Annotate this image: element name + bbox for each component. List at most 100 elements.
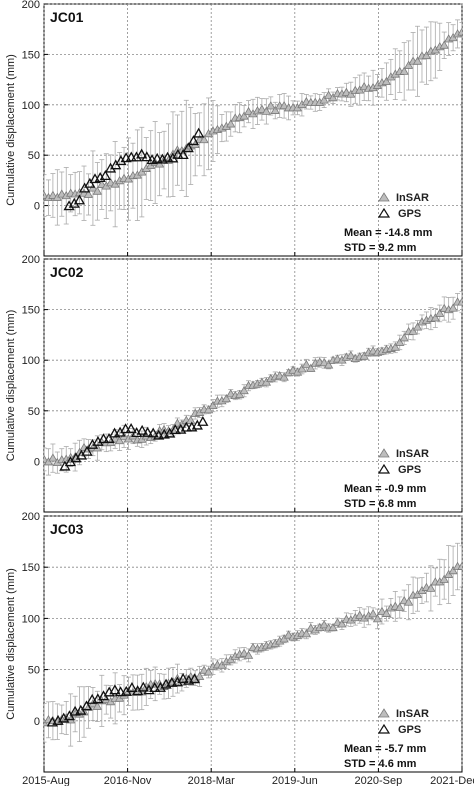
- mean-text: Mean = -0.9 mm: [344, 483, 426, 495]
- gps-point: [142, 426, 154, 437]
- insar-point: [266, 101, 276, 110]
- insar-point: [421, 50, 432, 60]
- insar-point: [203, 405, 214, 414]
- std-text: STD = 6.8 mm: [344, 498, 417, 510]
- gps-point: [130, 151, 143, 162]
- y-tick-label: 100: [22, 613, 40, 625]
- insar-point: [381, 76, 392, 86]
- insar-point: [319, 620, 329, 629]
- insar-point: [243, 650, 254, 659]
- insar-point: [372, 614, 383, 623]
- gps-point: [97, 433, 110, 444]
- y-tick-label: 200: [22, 511, 40, 523]
- gps-point: [86, 693, 98, 704]
- insar-point: [270, 105, 280, 114]
- x-tick-label: 2016-Nov: [104, 775, 152, 786]
- insar-point: [448, 566, 458, 575]
- insar-point: [279, 372, 289, 381]
- insar-point: [457, 27, 462, 36]
- gps-point: [81, 445, 93, 456]
- x-tick-label: 2015-Aug: [22, 775, 70, 786]
- insar-point: [283, 630, 294, 639]
- plot-area: [44, 291, 462, 476]
- insar-point: [301, 629, 312, 638]
- gps-point: [109, 684, 121, 695]
- legend-gps-label: GPS: [398, 724, 421, 736]
- insar-point: [403, 60, 414, 69]
- insar-point: [430, 313, 441, 322]
- insar-point: [395, 602, 405, 611]
- insar-point: [328, 93, 338, 102]
- insar-point: [279, 634, 289, 643]
- insar-point: [306, 363, 316, 372]
- panel-1: 0 50 100 150 200 Cumulative displacement (mm)…: [5, 0, 463, 257]
- y-tick-label: 0: [34, 716, 40, 728]
- mean-text: Mean = -5.7 mm: [344, 743, 426, 755]
- gps-point: [166, 676, 178, 687]
- insar-point: [435, 308, 445, 317]
- y-axis-label: Cumulative displacement (mm): [5, 310, 17, 462]
- gps-point: [79, 182, 91, 193]
- gps-point: [169, 424, 181, 435]
- y-tick-label: 50: [28, 665, 40, 677]
- insar-point: [412, 589, 423, 599]
- y-tick-label: 150: [22, 562, 40, 574]
- panel-2: 0 50 100 150 200 Cumulative displacement (mm)…: [5, 254, 463, 513]
- gps-point: [149, 682, 161, 693]
- insar-point: [110, 434, 120, 443]
- insar-point: [114, 435, 125, 445]
- plot-area: [44, 19, 462, 228]
- insar-point: [381, 608, 392, 617]
- gps-point: [193, 127, 205, 138]
- legend-insar-label: InSAR: [396, 448, 429, 460]
- y-axis-label: Cumulative displacement (mm): [5, 568, 17, 720]
- insar-point: [323, 90, 334, 99]
- y-axis-label: Cumulative displacement (mm): [5, 54, 17, 206]
- gps-point: [177, 673, 189, 684]
- insar-point: [448, 303, 458, 312]
- gps-point: [151, 152, 163, 163]
- insar-point: [439, 40, 449, 49]
- y-tick-label: 150: [22, 49, 40, 61]
- insar-point: [279, 100, 289, 110]
- x-tick-label: 2018-Mar: [188, 775, 235, 786]
- insar-point: [92, 186, 103, 195]
- y-tick-label: 0: [34, 201, 40, 213]
- gps-point: [136, 148, 148, 159]
- gps-point: [103, 433, 115, 443]
- insar-point: [319, 95, 329, 104]
- y-tick-label: 150: [22, 305, 40, 317]
- insar-point: [399, 66, 409, 75]
- gps-point: [172, 148, 184, 159]
- y-tick-label: 50: [28, 406, 40, 418]
- legend-insar-marker: [378, 708, 390, 718]
- insar-point: [412, 56, 423, 65]
- panel-title: JC03: [50, 521, 84, 537]
- gps-point: [114, 686, 127, 697]
- gps-point: [147, 427, 159, 438]
- insar-point: [234, 389, 245, 399]
- gps-point: [80, 700, 93, 711]
- insar-point: [426, 583, 436, 592]
- insar-point: [337, 619, 347, 628]
- insar-point: [239, 648, 249, 657]
- insar-point: [412, 322, 423, 331]
- mean-text: Mean = -14.8 mm: [344, 227, 433, 239]
- gps-point: [125, 422, 137, 433]
- insar-point: [48, 453, 58, 462]
- gps-point: [182, 142, 194, 153]
- gps-point: [126, 681, 138, 692]
- gps-point: [187, 135, 200, 146]
- insar-point: [92, 701, 103, 710]
- insar-point: [457, 297, 462, 306]
- gps-point: [177, 149, 189, 160]
- gps-point: [104, 162, 117, 173]
- y-tick-label: 0: [34, 456, 40, 468]
- std-text: STD = 9.2 mm: [344, 242, 417, 254]
- insar-point: [439, 574, 449, 583]
- legend-gps-marker: [377, 207, 391, 218]
- insar-point: [319, 357, 329, 367]
- y-tick-label: 200: [22, 0, 40, 11]
- plot-area: [44, 542, 462, 747]
